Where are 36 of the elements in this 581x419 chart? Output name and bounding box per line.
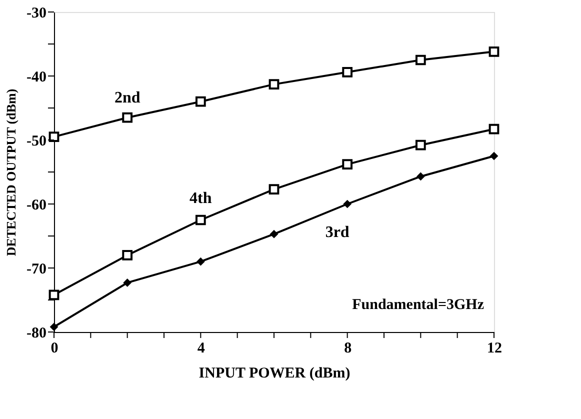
y-axis-title: DETECTED OUTPUT (dBm) [4, 88, 19, 256]
point [415, 54, 426, 66]
y-tick-label: -30 [26, 6, 46, 22]
y-tick-label: -60 [26, 198, 46, 214]
point [122, 112, 133, 123]
x-tick-label: 0 [50, 340, 58, 356]
point [195, 96, 206, 107]
y-tick-label: -80 [26, 326, 46, 342]
annotation: Fundamental=3GHz [352, 297, 484, 313]
point [415, 140, 426, 150]
x-axis-title: INPUT POWER (dBm) [198, 366, 350, 382]
point [416, 172, 425, 181]
point [270, 230, 278, 238]
point [488, 46, 500, 57]
point [196, 257, 205, 266]
x-tick-label: 12 [487, 340, 502, 356]
point [48, 290, 60, 300]
series-label: 2nd [114, 90, 140, 107]
x-tick-label: 8 [344, 340, 352, 356]
point [123, 278, 132, 287]
series-label: 4th [190, 190, 212, 207]
series-label: 3rd [325, 224, 350, 241]
point [48, 132, 60, 142]
y-tick-label: -40 [26, 70, 46, 86]
point [342, 66, 353, 78]
point [268, 79, 280, 90]
y-tick-label: -50 [26, 134, 46, 150]
point [488, 124, 500, 134]
point [268, 184, 280, 194]
x-tick-label: 4 [197, 340, 206, 356]
y-tick-label: -70 [26, 262, 46, 278]
point [342, 159, 353, 170]
point [343, 200, 352, 208]
point [490, 152, 498, 160]
point [195, 214, 206, 226]
point [122, 250, 133, 260]
